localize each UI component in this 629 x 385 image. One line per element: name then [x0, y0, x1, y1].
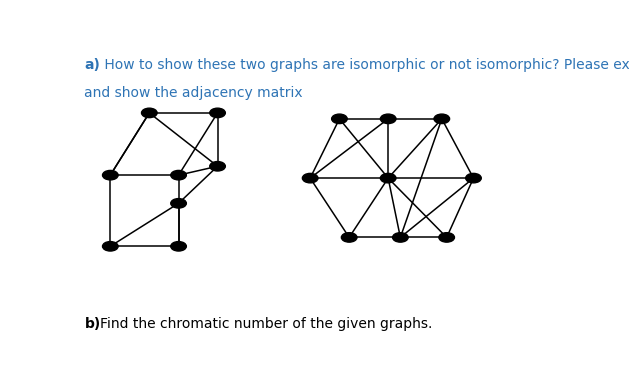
Circle shape — [103, 241, 118, 251]
Circle shape — [103, 171, 118, 180]
Circle shape — [439, 233, 455, 242]
Circle shape — [465, 173, 481, 183]
Text: and show the adjacency matrix: and show the adjacency matrix — [84, 86, 303, 100]
Circle shape — [170, 199, 186, 208]
Circle shape — [170, 171, 186, 180]
Text: a): a) — [84, 58, 101, 72]
Circle shape — [342, 233, 357, 242]
Circle shape — [303, 173, 318, 183]
Circle shape — [331, 114, 347, 124]
Circle shape — [142, 108, 157, 118]
Text: b): b) — [84, 318, 101, 331]
Circle shape — [209, 162, 225, 171]
Text: Find the chromatic number of the given graphs.: Find the chromatic number of the given g… — [99, 318, 432, 331]
Circle shape — [434, 114, 450, 124]
Circle shape — [170, 241, 186, 251]
Circle shape — [381, 114, 396, 124]
Text: How to show these two graphs are isomorphic or not isomorphic? Please explain: How to show these two graphs are isomorp… — [99, 58, 629, 72]
Circle shape — [381, 173, 396, 183]
Circle shape — [392, 233, 408, 242]
Circle shape — [209, 108, 225, 118]
